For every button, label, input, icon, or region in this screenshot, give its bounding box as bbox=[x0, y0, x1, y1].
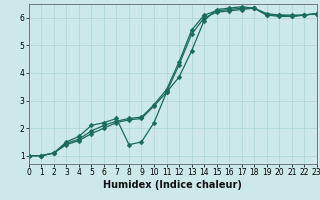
X-axis label: Humidex (Indice chaleur): Humidex (Indice chaleur) bbox=[103, 180, 242, 190]
